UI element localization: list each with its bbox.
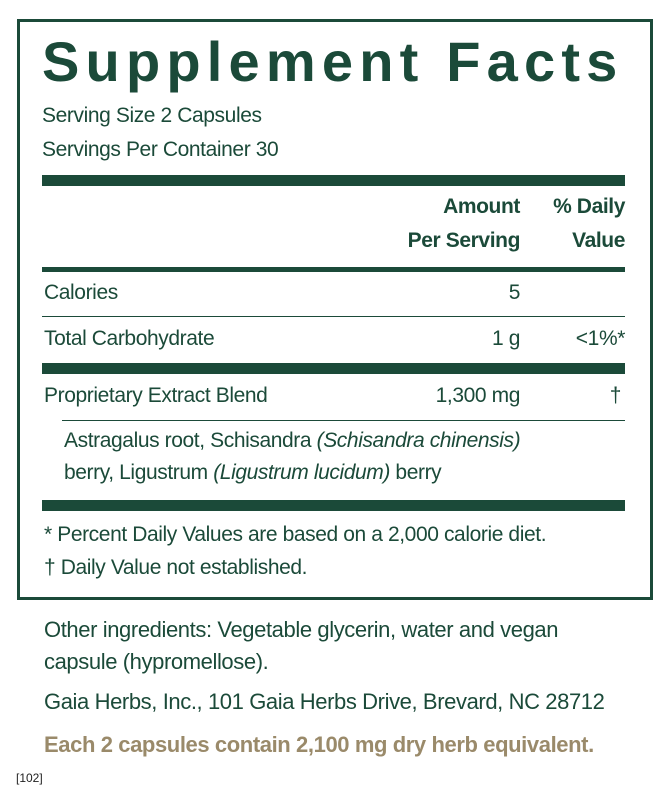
medium-divider [42, 267, 625, 272]
row-name: Proprietary Extract Blend [44, 384, 268, 407]
other-ingredients: Other ingredients: Vegetable glycerin, w… [44, 617, 559, 642]
row-dv: <1%* [575, 327, 626, 350]
thick-divider [42, 500, 625, 511]
row-amount: 1,300 mg [435, 384, 521, 407]
row-amount: 5 [508, 281, 521, 304]
facts-panel [17, 19, 653, 600]
thick-divider [42, 175, 625, 186]
serving-size: Serving Size 2 Capsules [42, 104, 262, 127]
label-code: [102] [16, 771, 43, 785]
row-name: Total Carbohydrate [44, 327, 215, 350]
text: Astragalus root, Schisandra [64, 429, 317, 452]
row-dv: † [609, 384, 622, 407]
header-dv-1: % Daily [553, 195, 625, 218]
footnote-dv: * Percent Daily Values are based on a 2,… [44, 523, 547, 546]
footnote-dagger: † Daily Value not established. [44, 556, 308, 579]
thick-divider [42, 363, 625, 374]
panel-title: Supplement Facts [42, 30, 624, 93]
header-amount-2: Per Serving [407, 229, 521, 252]
manufacturer-address: Gaia Herbs, Inc., 101 Gaia Herbs Drive, … [44, 689, 605, 714]
blend-ingredients-line1: Astragalus root, Schisandra (Schisandra … [64, 429, 521, 453]
text: berry [390, 461, 442, 484]
row-amount: 1 g [492, 327, 520, 350]
other-ingredients-cont: capsule (hypromellose). [44, 649, 269, 674]
row-name: Calories [44, 281, 118, 304]
thin-divider [62, 420, 625, 421]
header-amount-1: Amount [443, 195, 520, 218]
latin-name: (Ligustrum lucidum) [213, 461, 390, 484]
servings-per-container: Servings Per Container 30 [42, 138, 279, 161]
thin-divider [42, 316, 625, 317]
text: berry, Ligustrum [64, 461, 214, 484]
latin-name: (Schisandra chinensis) [316, 429, 521, 452]
herb-equivalent: Each 2 capsules contain 2,100 mg dry her… [44, 732, 594, 757]
header-dv-2: Value [572, 229, 625, 252]
blend-ingredients-line2: berry, Ligustrum (Ligustrum lucidum) ber… [64, 461, 442, 485]
